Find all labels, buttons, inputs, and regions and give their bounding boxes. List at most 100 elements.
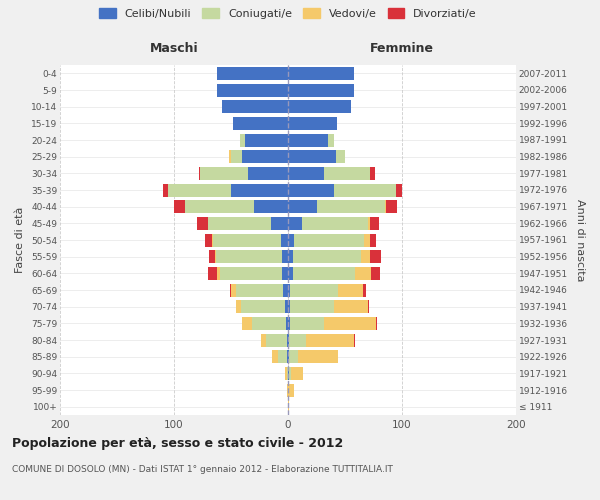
- Bar: [288, 350, 289, 363]
- Bar: [298, 350, 338, 363]
- Bar: [370, 250, 382, 263]
- Bar: [288, 134, 328, 146]
- Bar: [217, 67, 288, 80]
- Bar: [236, 300, 241, 313]
- Bar: [233, 117, 288, 130]
- Bar: [288, 250, 293, 263]
- Bar: [241, 300, 284, 313]
- Bar: [260, 334, 266, 346]
- Bar: [242, 150, 288, 163]
- Bar: [231, 150, 242, 163]
- Bar: [220, 267, 283, 280]
- Bar: [209, 250, 215, 263]
- Bar: [288, 384, 294, 396]
- Bar: [317, 200, 385, 213]
- Bar: [230, 284, 231, 296]
- Bar: [213, 234, 281, 246]
- Y-axis label: Anni di nascita: Anni di nascita: [575, 198, 584, 281]
- Bar: [302, 217, 368, 230]
- Bar: [231, 284, 236, 296]
- Bar: [197, 217, 208, 230]
- Bar: [248, 167, 288, 180]
- Bar: [208, 267, 217, 280]
- Bar: [288, 284, 290, 296]
- Bar: [222, 100, 288, 113]
- Bar: [288, 334, 289, 346]
- Bar: [363, 284, 365, 296]
- Bar: [286, 317, 288, 330]
- Bar: [288, 367, 289, 380]
- Bar: [288, 234, 294, 246]
- Bar: [289, 350, 298, 363]
- Bar: [289, 334, 306, 346]
- Bar: [397, 184, 402, 196]
- Bar: [386, 200, 397, 213]
- Bar: [251, 317, 286, 330]
- Text: COMUNE DI DOSOLO (MN) - Dati ISTAT 1° gennaio 2012 - Elaborazione TUTTITALIA.IT: COMUNE DI DOSOLO (MN) - Dati ISTAT 1° ge…: [12, 466, 393, 474]
- Bar: [288, 317, 290, 330]
- Bar: [371, 267, 380, 280]
- Bar: [254, 200, 288, 213]
- Bar: [288, 300, 290, 313]
- Bar: [240, 134, 245, 146]
- Bar: [185, 200, 254, 213]
- Bar: [293, 267, 355, 280]
- Text: Popolazione per età, sesso e stato civile - 2012: Popolazione per età, sesso e stato civil…: [12, 438, 343, 450]
- Bar: [293, 250, 361, 263]
- Bar: [208, 217, 271, 230]
- Bar: [334, 184, 397, 196]
- Bar: [328, 134, 334, 146]
- Bar: [288, 267, 293, 280]
- Bar: [287, 367, 288, 380]
- Bar: [281, 234, 288, 246]
- Bar: [242, 317, 251, 330]
- Bar: [287, 334, 288, 346]
- Bar: [199, 167, 200, 180]
- Bar: [283, 267, 288, 280]
- Bar: [174, 200, 185, 213]
- Bar: [271, 217, 288, 230]
- Bar: [325, 317, 376, 330]
- Bar: [289, 367, 292, 380]
- Bar: [385, 200, 386, 213]
- Bar: [229, 150, 231, 163]
- Bar: [200, 167, 248, 180]
- Bar: [283, 284, 288, 296]
- Bar: [288, 67, 354, 80]
- Bar: [290, 317, 325, 330]
- Bar: [355, 267, 371, 280]
- Bar: [370, 234, 376, 246]
- Bar: [364, 234, 370, 246]
- Bar: [272, 350, 278, 363]
- Bar: [278, 350, 287, 363]
- Text: Maschi: Maschi: [149, 42, 199, 55]
- Bar: [368, 300, 369, 313]
- Bar: [283, 250, 288, 263]
- Bar: [288, 167, 325, 180]
- Bar: [284, 300, 288, 313]
- Bar: [287, 384, 288, 396]
- Bar: [287, 350, 288, 363]
- Bar: [288, 150, 336, 163]
- Bar: [292, 367, 303, 380]
- Bar: [361, 250, 370, 263]
- Bar: [354, 334, 355, 346]
- Bar: [168, 184, 231, 196]
- Bar: [205, 234, 212, 246]
- Bar: [376, 317, 377, 330]
- Bar: [288, 84, 354, 96]
- Bar: [338, 284, 363, 296]
- Bar: [231, 184, 288, 196]
- Bar: [336, 150, 345, 163]
- Bar: [288, 400, 289, 413]
- Bar: [216, 250, 283, 263]
- Bar: [163, 184, 168, 196]
- Bar: [325, 167, 370, 180]
- Bar: [212, 234, 213, 246]
- Bar: [236, 284, 283, 296]
- Bar: [288, 117, 337, 130]
- Bar: [334, 300, 368, 313]
- Bar: [290, 284, 338, 296]
- Text: Femmine: Femmine: [370, 42, 434, 55]
- Legend: Celibi/Nubili, Coniugati/e, Vedovi/e, Divorziati/e: Celibi/Nubili, Coniugati/e, Vedovi/e, Di…: [99, 8, 477, 19]
